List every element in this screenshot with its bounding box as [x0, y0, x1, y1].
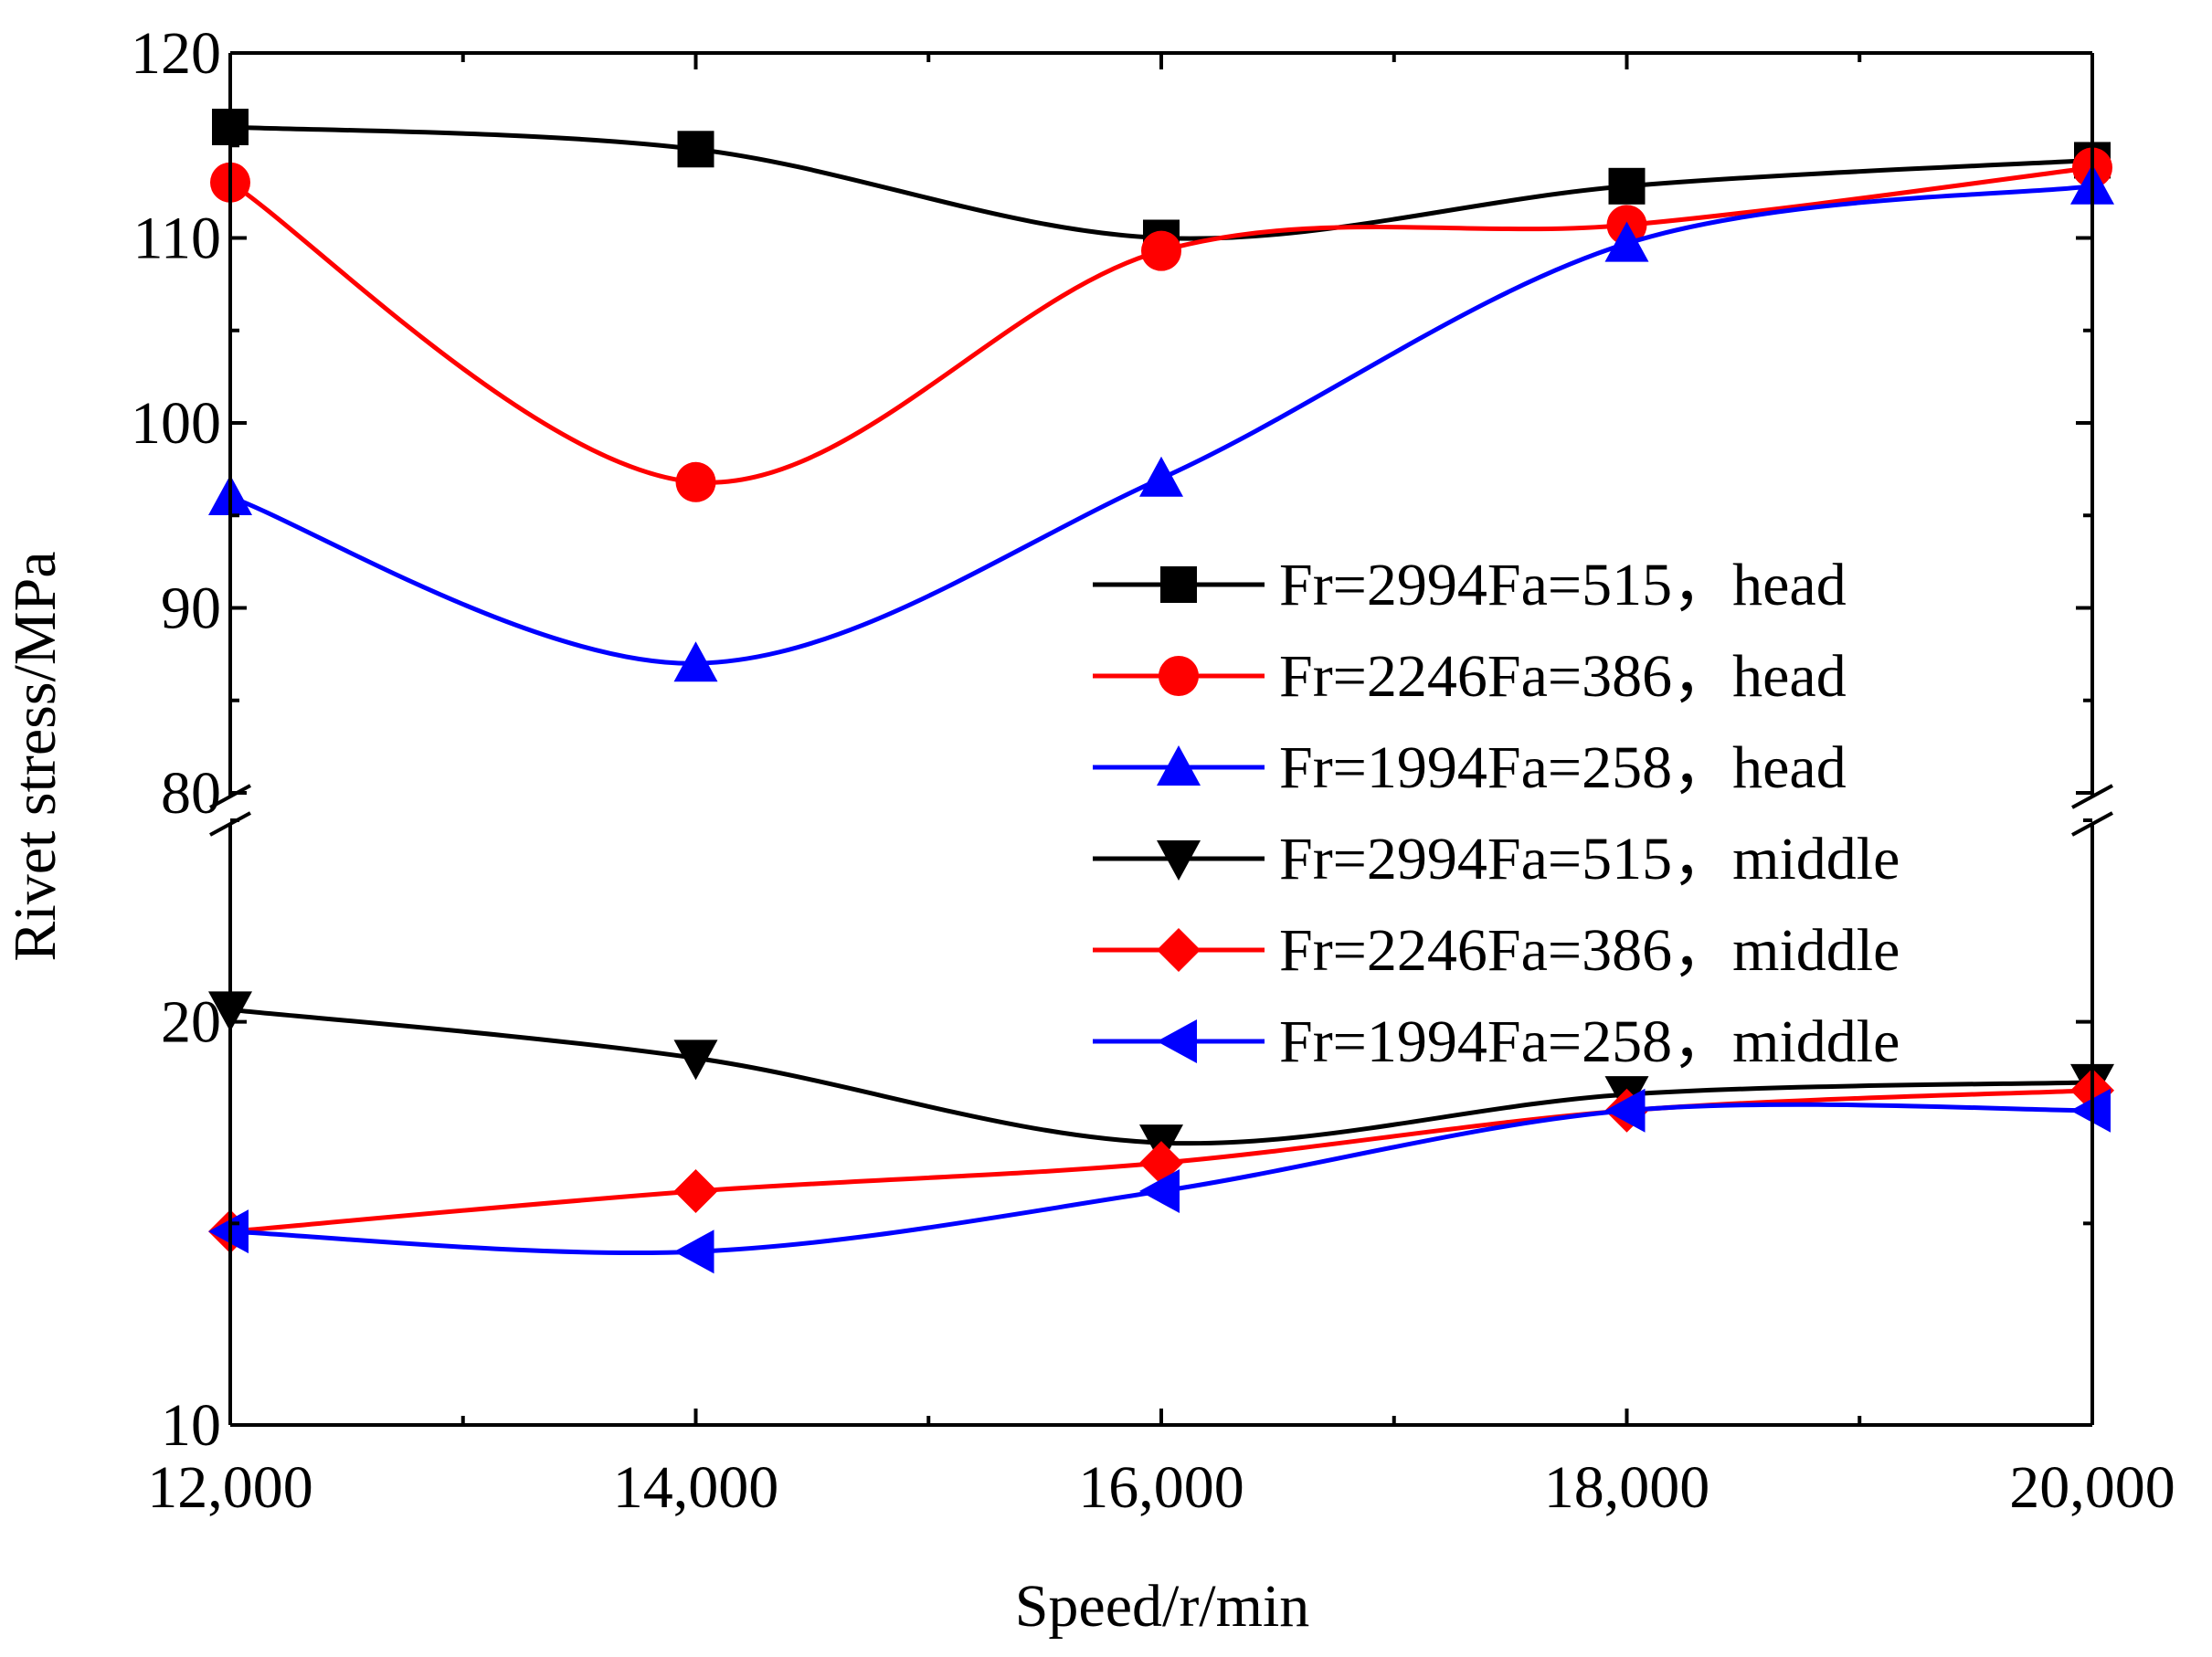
- x-axis-title: Speed/r/min: [1015, 1573, 1310, 1640]
- data-point: [1608, 167, 1646, 205]
- y-tick-label: 10: [161, 1392, 221, 1459]
- data-point: [1141, 230, 1181, 271]
- legend-entry-2: Fr=2246Fa=386，head: [1093, 643, 1847, 710]
- y-tick-label: 90: [161, 575, 221, 642]
- legend-label: Fr=2246Fa=386，head: [1279, 643, 1847, 710]
- data-point: [1604, 1088, 1646, 1133]
- data-point: [677, 131, 714, 168]
- x-tick-label: 20,000: [2009, 1454, 2175, 1521]
- y-axis-title: Rivet stress/MPa: [2, 551, 69, 961]
- legend-label: Fr=1994Fa=258，head: [1279, 734, 1847, 801]
- y-tick-label: 20: [161, 989, 221, 1056]
- legend-marker: [1157, 840, 1201, 881]
- axis-break-mark-right-2: [2071, 811, 2113, 837]
- data-point: [673, 1169, 718, 1214]
- legend-entry-1: Fr=2994Fa=515，head: [1093, 552, 1847, 618]
- data-point: [675, 461, 716, 502]
- series-line: [228, 165, 2093, 485]
- legend-entry-4: Fr=2994Fa=515，middle: [1093, 826, 1900, 892]
- legend-label: Fr=2994Fa=515，head: [1279, 552, 1847, 618]
- axis-ticks: [228, 51, 2094, 1427]
- axis-break-mark-right-1: [2071, 784, 2113, 809]
- tick-labels: 12,000 14,000 16,000 18,000 20,000 10 20 80 90 10…: [131, 20, 2175, 1521]
- legend-label: Fr=1994Fa=258，middle: [1279, 1008, 1900, 1075]
- x-tick-label: 14,000: [613, 1454, 779, 1521]
- x-tick-label: 16,000: [1078, 1454, 1244, 1521]
- legend-label: Fr=2994Fa=515，middle: [1279, 826, 1900, 892]
- y-tick-label: 120: [131, 20, 221, 87]
- data-point: [1139, 1169, 1180, 1214]
- legend: Fr=2994Fa=515，head Fr=2246Fa=386，head Fr=1…: [1093, 552, 1900, 1075]
- data-point: [673, 641, 718, 682]
- legend-marker: [1159, 656, 1199, 696]
- axis-break-mark-left-1: [209, 784, 251, 809]
- axis-break-mark-left-2: [209, 811, 251, 837]
- legend-entry-6: Fr=1994Fa=258，middle: [1093, 1008, 1900, 1075]
- data-point: [673, 1230, 714, 1274]
- series-layer: [208, 109, 2114, 1274]
- series-2: [210, 147, 2112, 502]
- legend-label: Fr=2246Fa=386，middle: [1279, 917, 1900, 984]
- legend-marker: [1160, 566, 1197, 603]
- data-point: [673, 1040, 718, 1081]
- x-tick-label: 18,000: [1544, 1454, 1710, 1521]
- legend-marker: [1157, 1019, 1197, 1063]
- legend-marker: [1157, 928, 1201, 972]
- data-point: [1139, 456, 1183, 497]
- legend-entry-3: Fr=1994Fa=258，head: [1093, 734, 1847, 801]
- series-5: [208, 1068, 2114, 1254]
- series-6: [208, 1088, 2111, 1274]
- x-tick-label: 12,000: [147, 1454, 313, 1521]
- y-tick-label: 80: [161, 760, 221, 827]
- data-point: [1604, 221, 1649, 262]
- legend-marker: [1157, 745, 1201, 786]
- y-tick-label: 100: [131, 390, 221, 457]
- y-tick-label: 110: [132, 206, 221, 272]
- legend-entry-5: Fr=2246Fa=386，middle: [1093, 917, 1900, 984]
